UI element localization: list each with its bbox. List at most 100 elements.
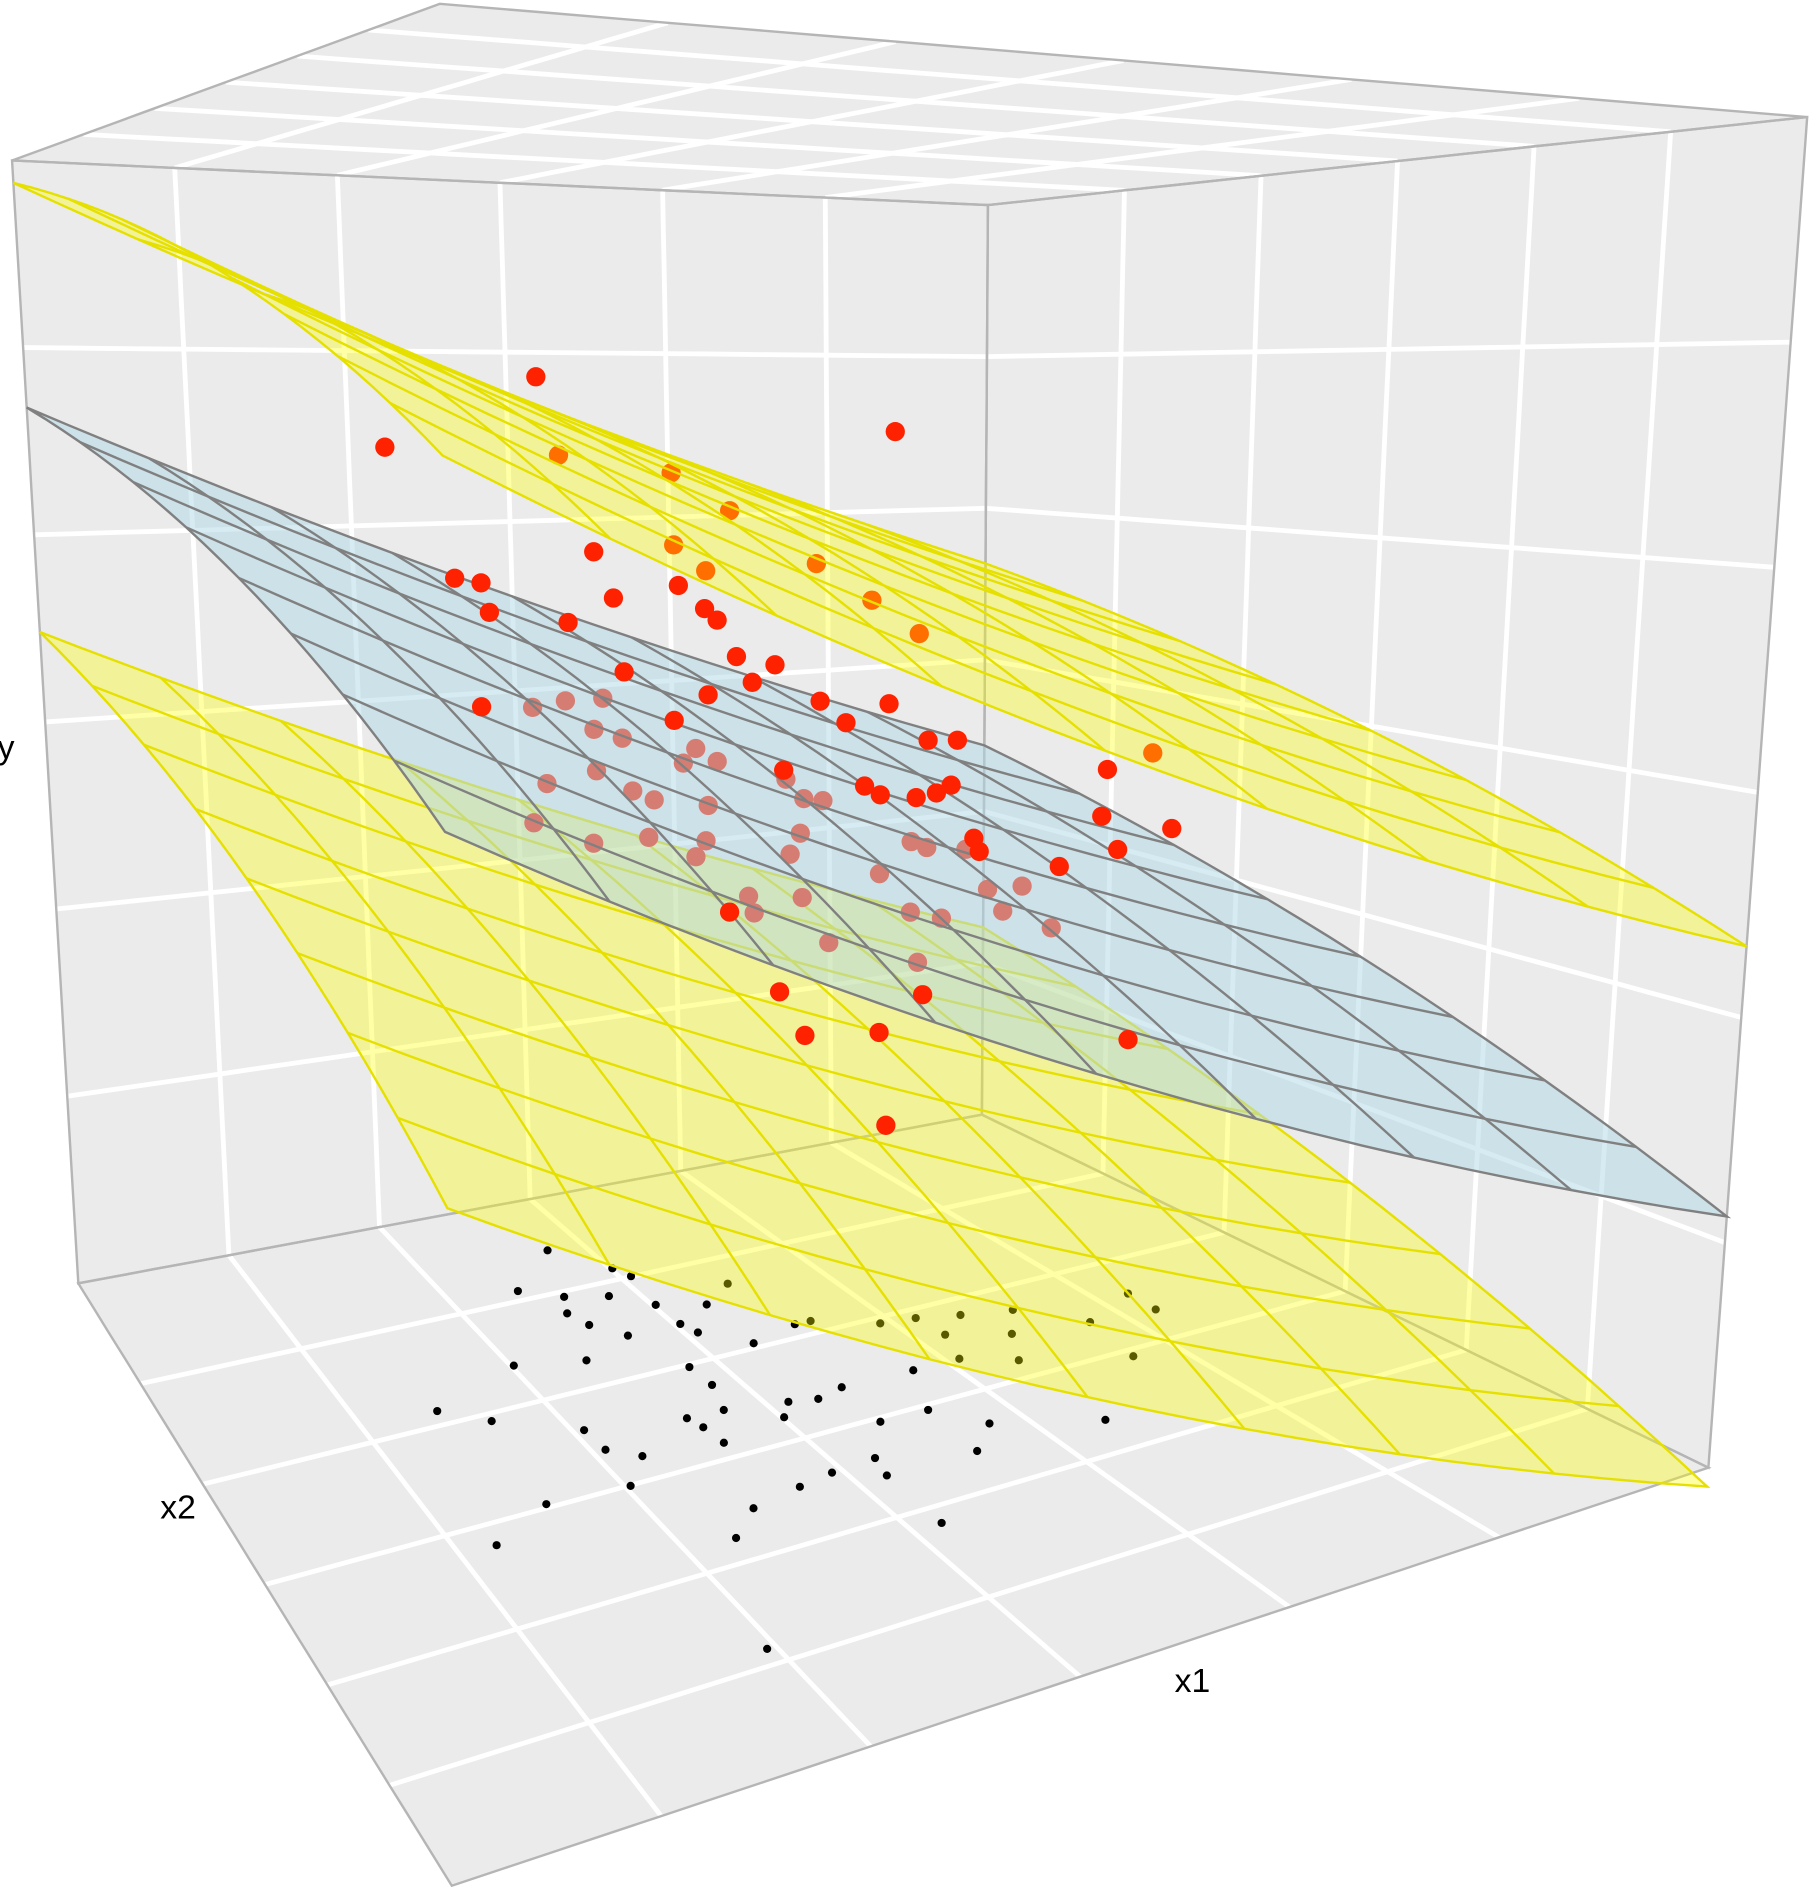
floor-point bbox=[693, 1328, 702, 1337]
point bbox=[698, 685, 718, 705]
floor-point bbox=[509, 1361, 518, 1370]
floor-point bbox=[911, 1313, 920, 1323]
surface-grid-line bbox=[866, 523, 1589, 908]
surface-grid-line bbox=[347, 1031, 1530, 1330]
point bbox=[765, 655, 785, 675]
surface-grid-line bbox=[337, 354, 1561, 834]
point bbox=[696, 561, 716, 581]
floor-point bbox=[699, 1423, 708, 1432]
floor-point bbox=[795, 1482, 804, 1491]
point bbox=[720, 501, 740, 521]
floor-point bbox=[749, 1339, 758, 1348]
point bbox=[969, 841, 989, 862]
surface-grid-line bbox=[626, 438, 1269, 810]
surface bbox=[25, 406, 1732, 1219]
point bbox=[1049, 856, 1069, 877]
floor-point bbox=[784, 1397, 793, 1406]
grid-line bbox=[368, 27, 1671, 135]
point bbox=[742, 672, 762, 692]
surface-grid-line bbox=[342, 693, 1546, 1082]
point bbox=[1097, 759, 1118, 780]
point bbox=[614, 662, 634, 682]
point bbox=[1108, 839, 1128, 860]
floor-point bbox=[638, 1452, 647, 1461]
point bbox=[876, 1115, 896, 1135]
x2-axis-label: x2 bbox=[160, 1489, 196, 1527]
surface-grid-line bbox=[867, 710, 1572, 1192]
point bbox=[445, 568, 465, 588]
floor-point bbox=[909, 1366, 918, 1375]
surface-grid-line bbox=[230, 276, 1372, 732]
floor-point bbox=[651, 1300, 660, 1309]
point bbox=[926, 783, 947, 803]
floor-point bbox=[1151, 1305, 1160, 1314]
floor-point bbox=[837, 1383, 846, 1392]
floor-point bbox=[806, 1316, 815, 1326]
point bbox=[471, 697, 492, 717]
point bbox=[558, 612, 578, 633]
surface-grid-line bbox=[389, 402, 1654, 890]
point bbox=[947, 730, 968, 750]
point bbox=[719, 902, 740, 922]
point bbox=[941, 775, 961, 795]
point bbox=[694, 599, 715, 619]
point bbox=[918, 730, 938, 750]
floor-point bbox=[731, 1533, 741, 1543]
point bbox=[664, 710, 684, 731]
floor-point bbox=[702, 1300, 711, 1309]
surface-grid-line bbox=[393, 759, 1637, 1149]
point bbox=[774, 760, 794, 780]
grid-line bbox=[986, 339, 1791, 360]
floor-point bbox=[941, 1330, 950, 1339]
point bbox=[1162, 818, 1182, 839]
floor-point bbox=[882, 1471, 891, 1480]
floor-point bbox=[763, 1644, 772, 1653]
floor-point bbox=[513, 1286, 523, 1296]
surface-grid-line bbox=[749, 674, 1415, 1159]
point bbox=[913, 985, 933, 1005]
point bbox=[479, 602, 500, 623]
surface-grid-line bbox=[297, 951, 1441, 1256]
x1-axis-label: x1 bbox=[1175, 1662, 1211, 1700]
floor-point bbox=[542, 1500, 551, 1509]
surface-grid-line bbox=[630, 636, 1257, 1120]
floor-point bbox=[955, 1354, 964, 1363]
box-edge bbox=[980, 115, 1809, 1470]
floor-point bbox=[985, 1419, 994, 1428]
floor-point bbox=[676, 1319, 685, 1329]
floor-point bbox=[626, 1481, 635, 1490]
point bbox=[906, 787, 926, 808]
point bbox=[854, 776, 875, 796]
floor-point bbox=[433, 1406, 442, 1416]
floor-point bbox=[604, 1291, 614, 1301]
surface-grid-line bbox=[290, 632, 1454, 1019]
floor-point bbox=[563, 1309, 572, 1318]
floor-point bbox=[780, 1413, 789, 1422]
point bbox=[769, 982, 790, 1002]
floor-point bbox=[719, 1405, 728, 1415]
point bbox=[810, 691, 830, 711]
floor-point bbox=[1014, 1356, 1023, 1365]
floor-point bbox=[601, 1445, 610, 1454]
floor-point bbox=[876, 1319, 885, 1328]
point bbox=[668, 575, 688, 596]
floor-point bbox=[685, 1362, 694, 1372]
point bbox=[909, 624, 929, 644]
point bbox=[1092, 806, 1112, 826]
floor-point bbox=[870, 1453, 880, 1463]
floor-point bbox=[543, 1246, 552, 1255]
floor-point bbox=[814, 1394, 823, 1403]
grid-line bbox=[23, 345, 987, 360]
floor-point bbox=[924, 1405, 933, 1415]
point bbox=[1118, 1030, 1138, 1050]
point bbox=[885, 421, 905, 442]
y-axis-label: y bbox=[0, 729, 15, 767]
point bbox=[869, 1022, 889, 1043]
floor-point bbox=[626, 1272, 636, 1281]
floor-point bbox=[1101, 1415, 1110, 1424]
point bbox=[879, 694, 899, 714]
floor-point bbox=[956, 1310, 965, 1320]
point bbox=[870, 785, 890, 805]
